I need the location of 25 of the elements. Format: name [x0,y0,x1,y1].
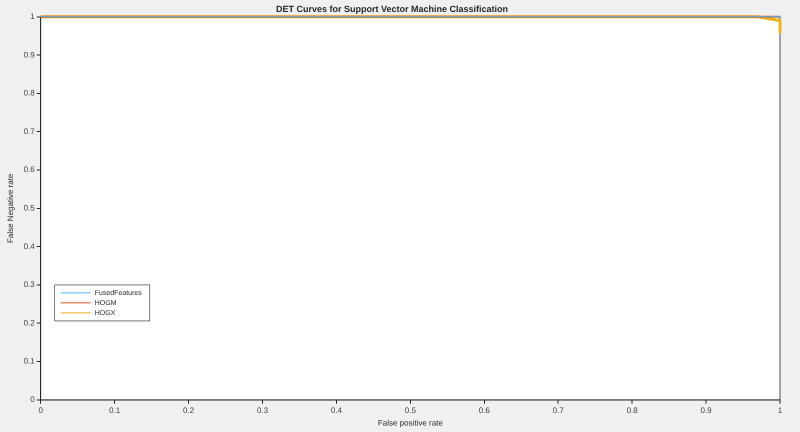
y-tick-label: 0.8 [24,88,36,98]
x-axis-title: False positive rate [378,418,444,428]
x-tick-label: 0.8 [626,406,638,415]
x-tick-label: 0.7 [552,406,564,415]
x-tick-label: 0 [38,406,44,415]
chart-title: DET Curves for Support Vector Machine Classification [276,4,508,14]
y-tick-label: 0.3 [24,280,36,290]
y-tick-label: 0.5 [24,204,36,213]
x-tick-label: 1 [778,406,783,415]
y-tick-label: 0.6 [24,165,36,174]
x-tick-label: 0.4 [330,406,343,415]
x-tick-label: 0.5 [404,406,416,415]
y-tick-label: 0 [30,395,36,404]
y-tick-label: 0.2 [24,318,36,328]
y-tick-label: 0.9 [24,50,36,60]
y-axis-title: False Negative rate [6,173,16,243]
y-tick-label: 1 [30,12,36,22]
x-tick-label: 0.6 [478,406,490,415]
y-tick-label: 0.7 [24,126,36,136]
x-tick-label: 0.3 [256,406,269,415]
y-tick-label: 0.1 [24,356,36,366]
x-tick-label: 0.1 [109,406,121,415]
x-tick-label: 0.2 [183,406,195,415]
y-tick-label: 0.4 [24,242,36,251]
x-tick-label: 0.9 [700,406,712,415]
